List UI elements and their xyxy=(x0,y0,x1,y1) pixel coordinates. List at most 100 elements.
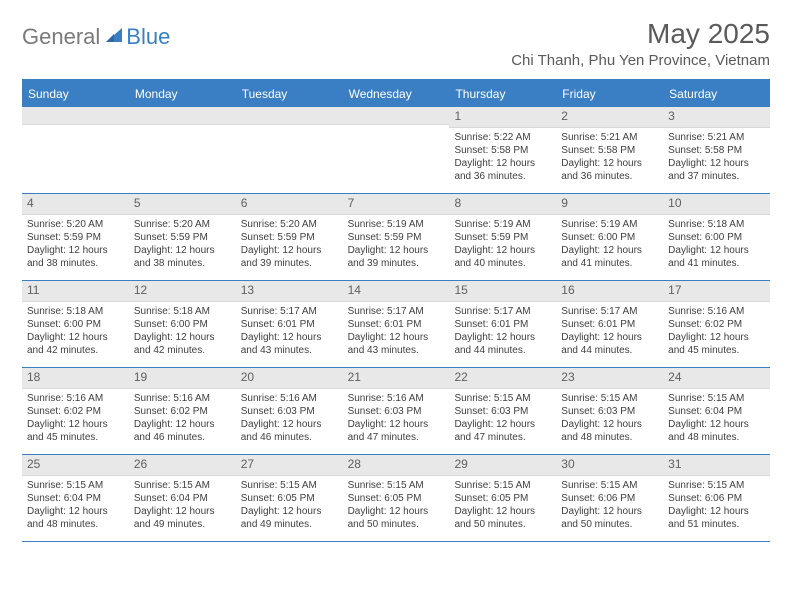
day-cell: 25Sunrise: 5:15 AMSunset: 6:04 PMDayligh… xyxy=(22,455,129,541)
day-cell: 19Sunrise: 5:16 AMSunset: 6:02 PMDayligh… xyxy=(129,368,236,454)
sunrise-line: Sunrise: 5:22 AM xyxy=(454,131,551,144)
weeks-container: 1Sunrise: 5:22 AMSunset: 5:58 PMDaylight… xyxy=(22,107,770,542)
day-number-band: 26 xyxy=(129,455,236,476)
logo: General Blue xyxy=(22,18,170,50)
day-number-band: 27 xyxy=(236,455,343,476)
sunrise-line: Sunrise: 5:20 AM xyxy=(241,218,338,231)
day-number-band: 19 xyxy=(129,368,236,389)
sunrise-line: Sunrise: 5:16 AM xyxy=(668,305,765,318)
daylight-line: Daylight: 12 hours and 45 minutes. xyxy=(27,418,124,444)
sunset-line: Sunset: 6:00 PM xyxy=(561,231,658,244)
sunrise-line: Sunrise: 5:17 AM xyxy=(348,305,445,318)
week-row: 25 Sunrise: 5:15 AM Sunset: 6:04 PM Dayligh… xyxy=(22,455,770,542)
sunset-line: Sunset: 6:00 PM xyxy=(668,231,765,244)
day-body: Sunrise: 5:18 AMSunset: 6:00 PMDaylight:… xyxy=(129,302,236,361)
day-number-band: 30 xyxy=(556,455,663,476)
dow-cell: Tuesday xyxy=(236,81,343,107)
sunrise-line: Sunrise: 5:15 AM xyxy=(454,392,551,405)
day-body: Sunrise: 5:15 AMSunset: 6:05 PMDaylight:… xyxy=(236,476,343,535)
daylight-line: Daylight: 12 hours and 43 minutes. xyxy=(348,331,445,357)
day-number: 21 xyxy=(348,370,361,384)
sunset-line: Sunset: 5:59 PM xyxy=(27,231,124,244)
day-cell: 3Sunrise: 5:21 AMSunset: 5:58 PMDaylight… xyxy=(663,107,770,193)
day-cell: 28Sunrise: 5:15 AMSunset: 6:05 PMDayligh… xyxy=(343,455,450,541)
day-number-band: 10 xyxy=(663,194,770,215)
day-body: Sunrise: 5:20 AMSunset: 5:59 PMDaylight:… xyxy=(129,215,236,274)
sunrise-line: Sunrise: 5:15 AM xyxy=(27,479,124,492)
daylight-line: Daylight: 12 hours and 46 minutes. xyxy=(241,418,338,444)
daylight-line: Daylight: 12 hours and 36 minutes. xyxy=(561,157,658,183)
sunrise-line: Sunrise: 5:15 AM xyxy=(561,392,658,405)
sunrise-line: Sunrise: 5:18 AM xyxy=(668,218,765,231)
day-number: 15 xyxy=(454,283,467,297)
week-row: 1Sunrise: 5:22 AMSunset: 5:58 PMDaylight… xyxy=(22,107,770,194)
daylight-line: Daylight: 12 hours and 39 minutes. xyxy=(241,244,338,270)
day-body: Sunrise: 5:17 AMSunset: 6:01 PMDaylight:… xyxy=(556,302,663,361)
daylight-line: Daylight: 12 hours and 42 minutes. xyxy=(27,331,124,357)
sunset-line: Sunset: 6:06 PM xyxy=(561,492,658,505)
day-body: Sunrise: 5:16 AMSunset: 6:03 PMDaylight:… xyxy=(343,389,450,448)
title-block: May 2025 Chi Thanh, Phu Yen Province, Vi… xyxy=(511,18,770,69)
day-cell xyxy=(343,107,450,193)
sunset-line: Sunset: 6:03 PM xyxy=(561,405,658,418)
day-cell: 26Sunrise: 5:15 AMSunset: 6:04 PMDayligh… xyxy=(129,455,236,541)
dow-cell: Monday xyxy=(129,81,236,107)
sunset-line: Sunset: 5:59 PM xyxy=(241,231,338,244)
day-cell xyxy=(236,107,343,193)
day-number-band: 4 xyxy=(22,194,129,215)
day-number: 24 xyxy=(668,370,681,384)
day-number: 17 xyxy=(668,283,681,297)
daylight-line: Daylight: 12 hours and 50 minutes. xyxy=(454,505,551,531)
day-number: 26 xyxy=(134,457,147,471)
daylight-line: Daylight: 12 hours and 48 minutes. xyxy=(668,418,765,444)
sunrise-line: Sunrise: 5:18 AM xyxy=(27,305,124,318)
day-number-band: 31 xyxy=(663,455,770,476)
sunrise-line: Sunrise: 5:19 AM xyxy=(454,218,551,231)
day-number: 16 xyxy=(561,283,574,297)
day-body: Sunrise: 5:22 AMSunset: 5:58 PMDaylight:… xyxy=(449,128,556,187)
day-number: 20 xyxy=(241,370,254,384)
empty-day-band xyxy=(236,107,343,125)
day-number: 8 xyxy=(454,196,461,210)
sunset-line: Sunset: 6:04 PM xyxy=(134,492,231,505)
day-cell: 16 Sunrise: 5:17 AMSunset: 6:01 PMDayligh… xyxy=(556,281,663,367)
day-body: Sunrise: 5:15 AMSunset: 6:06 PMDaylight:… xyxy=(556,476,663,535)
sunset-line: Sunset: 6:00 PM xyxy=(27,318,124,331)
day-cell: 24Sunrise: 5:15 AMSunset: 6:04 PMDayligh… xyxy=(663,368,770,454)
daylight-line: Daylight: 12 hours and 37 minutes. xyxy=(668,157,765,183)
sunrise-line: Sunrise: 5:20 AM xyxy=(27,218,124,231)
day-number: 10 xyxy=(668,196,681,210)
day-number-band: 21 xyxy=(343,368,450,389)
day-body: Sunrise: 5:20 AMSunset: 5:59 PMDaylight:… xyxy=(236,215,343,274)
daylight-line: Daylight: 12 hours and 38 minutes. xyxy=(27,244,124,270)
daylight-line: Daylight: 12 hours and 51 minutes. xyxy=(668,505,765,531)
sunset-line: Sunset: 6:01 PM xyxy=(241,318,338,331)
day-body: Sunrise: 5:21 AMSunset: 5:58 PMDaylight:… xyxy=(663,128,770,187)
day-number: 7 xyxy=(348,196,355,210)
day-number: 4 xyxy=(27,196,34,210)
day-body: Sunrise: 5:17 AMSunset: 6:01 PMDaylight:… xyxy=(449,302,556,361)
day-cell: 17Sunrise: 5:16 AMSunset: 6:02 PMDayligh… xyxy=(663,281,770,367)
sunrise-line: Sunrise: 5:18 AM xyxy=(134,305,231,318)
sunrise-line: Sunrise: 5:15 AM xyxy=(348,479,445,492)
sunrise-line: Sunrise: 5:15 AM xyxy=(668,392,765,405)
day-number: 25 xyxy=(27,457,40,471)
day-body: Sunrise: 5:16 AMSunset: 6:03 PMDaylight:… xyxy=(236,389,343,448)
sunrise-line: Sunrise: 5:19 AM xyxy=(348,218,445,231)
daylight-line: Daylight: 12 hours and 44 minutes. xyxy=(454,331,551,357)
day-cell: 29Sunrise: 5:15 AMSunset: 6:05 PMDayligh… xyxy=(449,455,556,541)
dow-cell: Wednesday xyxy=(343,81,450,107)
day-number-band: 16 xyxy=(556,281,663,302)
day-cell: 22Sunrise: 5:15 AMSunset: 6:03 PMDayligh… xyxy=(449,368,556,454)
day-cell: 4 Sunrise: 5:20 AMSunset: 5:59 PMDaylight… xyxy=(22,194,129,280)
sunset-line: Sunset: 5:58 PM xyxy=(454,144,551,157)
day-body: Sunrise: 5:16 AMSunset: 6:02 PMDaylight:… xyxy=(22,389,129,448)
day-number: 11 xyxy=(27,283,39,297)
day-body: Sunrise: 5:20 AMSunset: 5:59 PMDaylight:… xyxy=(22,215,129,274)
day-number: 30 xyxy=(561,457,574,471)
day-cell: 5 Sunrise: 5:20 AMSunset: 5:59 PMDaylight… xyxy=(129,194,236,280)
day-number-band: 6 xyxy=(236,194,343,215)
sunset-line: Sunset: 6:03 PM xyxy=(454,405,551,418)
sunset-line: Sunset: 5:59 PM xyxy=(454,231,551,244)
day-number: 5 xyxy=(134,196,141,210)
